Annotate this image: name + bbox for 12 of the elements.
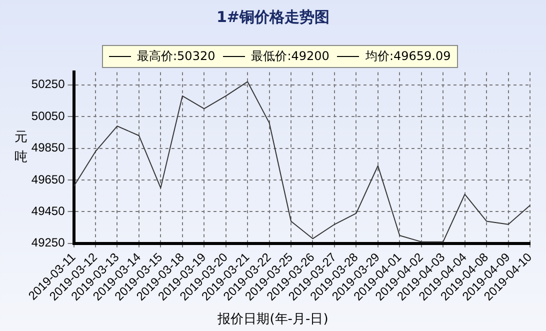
x-axis-title: 报价日期(年-月-日): [216, 311, 330, 328]
y-tick-label: 49650: [31, 172, 66, 186]
text: 最低价:49200: [251, 48, 330, 65]
y-tick-label: 49450: [31, 204, 66, 218]
text: 均价:49659.09: [365, 48, 451, 65]
chart-title: 1#铜价格走势图: [215, 8, 330, 27]
y-tick-label: 49850: [31, 140, 66, 155]
y-tick-label: 49250: [31, 236, 66, 250]
y-axis-title: 元吨: [14, 129, 28, 167]
text: 最高价:50320: [137, 48, 216, 65]
y-tick-label: 50250: [31, 77, 66, 92]
y-tick-label: 50050: [31, 108, 66, 123]
